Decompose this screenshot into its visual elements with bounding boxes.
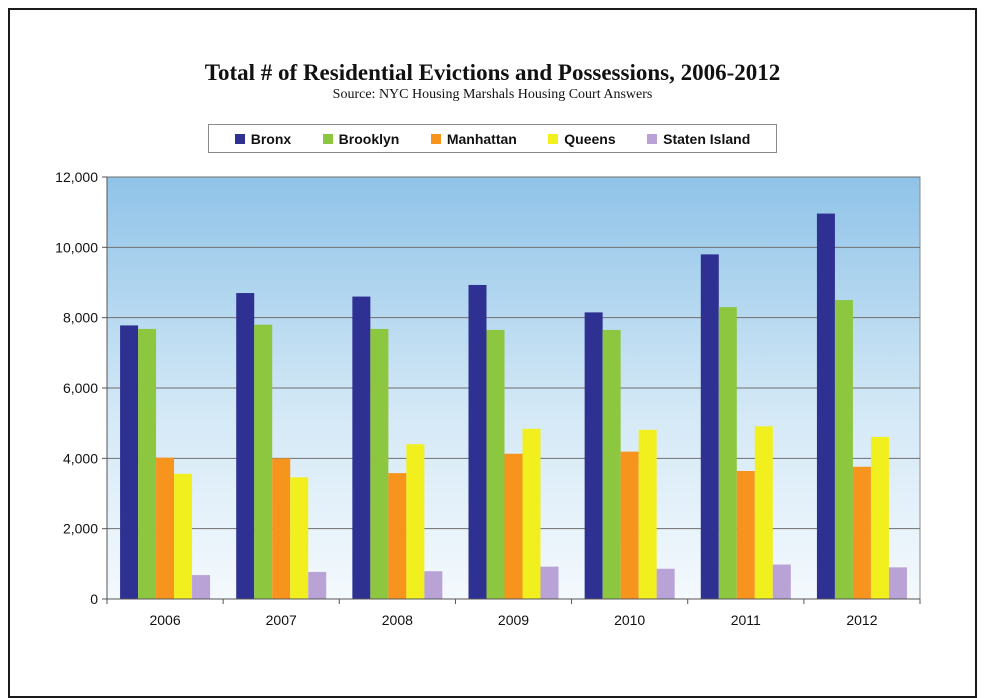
legend-item-bronx: Bronx [234, 130, 292, 147]
legend-item-manhattan: Manhattan [430, 130, 517, 147]
legend-label-queens: Queens [564, 130, 616, 147]
bar-queens-2007 [290, 477, 309, 599]
bar-bronx-2011 [700, 254, 719, 599]
chart-legend: Bronx Brooklyn Manhattan Queens Staten I… [208, 124, 777, 153]
bar-staten-island-2009 [540, 566, 559, 599]
bar-manhattan-2006 [156, 457, 175, 599]
bar-brooklyn-2007 [254, 324, 273, 599]
legend-label-bronx: Bronx [250, 130, 292, 147]
bar-bronx-2006 [120, 325, 139, 599]
x-tick-label: 2012 [846, 612, 877, 628]
bar-bronx-2010 [584, 312, 603, 599]
legend-swatch-bronx [234, 133, 245, 144]
bar-chart: 0 2,000 4,000 6,000 8,000 10,000 12,000 2006 200… [55, 169, 921, 628]
bar-queens-2008 [406, 444, 425, 599]
chart-title: Total # of Residential Evictions and Pos… [204, 60, 781, 85]
bar-staten-island-2012 [888, 567, 907, 599]
bar-bronx-2012 [816, 213, 835, 599]
y-tick-label: 8,000 [63, 310, 98, 326]
bar-staten-island-2011 [772, 564, 791, 599]
bar-manhattan-2011 [736, 470, 755, 599]
bar-manhattan-2007 [272, 458, 291, 599]
bar-bronx-2008 [352, 296, 371, 599]
bar-manhattan-2010 [620, 451, 639, 599]
legend-swatch-queens [548, 133, 559, 144]
bar-staten-island-2008 [424, 571, 443, 599]
axes: 0 2,000 4,000 6,000 8,000 10,000 12,000 2006 200… [55, 169, 921, 628]
legend-label-staten-island: Staten Island [663, 130, 751, 147]
bar-bronx-2009 [468, 284, 487, 599]
bar-brooklyn-2012 [834, 300, 853, 599]
bar-queens-2012 [870, 436, 889, 599]
chart-subtitle: Source: NYC Housing Marshals Housing Cou… [332, 87, 653, 102]
bar-staten-island-2006 [192, 575, 211, 599]
y-tick-label: 10,000 [55, 239, 98, 255]
bar-manhattan-2008 [388, 473, 407, 599]
x-tick-label: 2008 [382, 612, 413, 628]
bar-brooklyn-2009 [486, 329, 505, 599]
bar-brooklyn-2010 [602, 329, 621, 599]
bar-bronx-2007 [236, 293, 255, 599]
x-tick-label: 2007 [266, 612, 297, 628]
y-tick-label: 12,000 [55, 169, 98, 185]
bar-queens-2006 [174, 473, 193, 599]
bars [120, 213, 907, 599]
y-tick-label: 0 [90, 591, 98, 607]
legend-swatch-brooklyn [322, 133, 333, 144]
bar-brooklyn-2011 [718, 307, 737, 599]
bar-brooklyn-2006 [138, 328, 157, 599]
legend-label-brooklyn: Brooklyn [338, 130, 400, 147]
y-tick-label: 2,000 [63, 521, 98, 537]
bar-staten-island-2010 [656, 568, 675, 599]
y-tick-label: 6,000 [63, 380, 98, 396]
bar-queens-2009 [522, 428, 541, 599]
legend-swatch-manhattan [430, 133, 441, 144]
x-tick-label: 2006 [149, 612, 180, 628]
bar-manhattan-2012 [852, 466, 871, 599]
x-tick-label: 2009 [498, 612, 529, 628]
legend-swatch-staten-island [647, 133, 658, 144]
legend-label-manhattan: Manhattan [446, 130, 517, 147]
bar-queens-2011 [754, 426, 773, 599]
legend-item-queens: Queens [548, 130, 616, 147]
legend-item-staten-island: Staten Island [647, 131, 750, 147]
bar-manhattan-2009 [504, 453, 523, 599]
bar-staten-island-2007 [308, 571, 327, 599]
y-tick-label: 4,000 [63, 450, 98, 466]
x-tick-label: 2011 [731, 612, 761, 628]
legend-item-brooklyn: Brooklyn [322, 130, 400, 147]
bar-queens-2010 [638, 429, 657, 599]
x-tick-label: 2010 [614, 612, 645, 628]
bar-brooklyn-2008 [370, 328, 389, 599]
